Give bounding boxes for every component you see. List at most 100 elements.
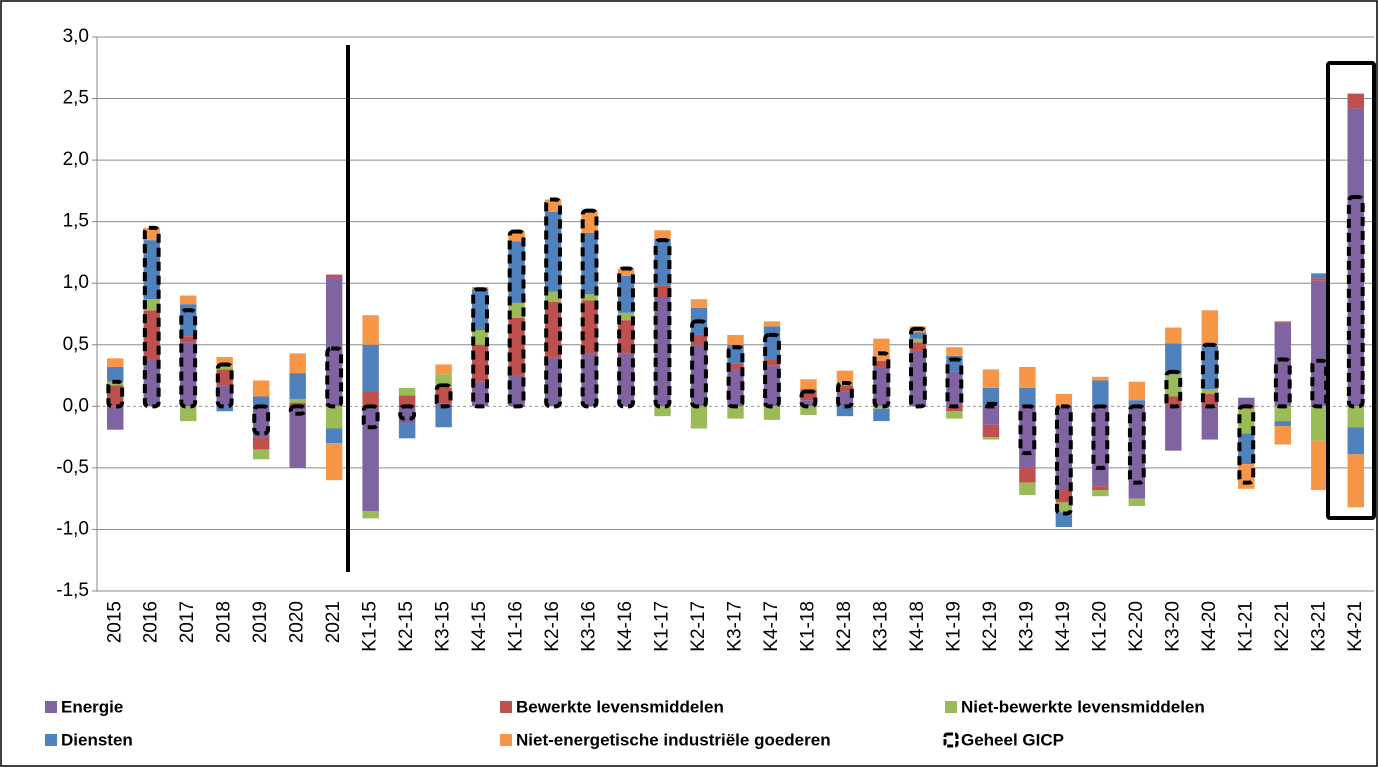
bar-segment xyxy=(1201,310,1219,347)
bar-segment xyxy=(252,396,270,407)
bar-segment xyxy=(1274,322,1291,407)
bar-segment xyxy=(1238,408,1255,434)
bar-segment xyxy=(1311,278,1328,281)
bar-segment xyxy=(1274,321,1291,323)
bar-segment xyxy=(873,406,890,409)
bar-segment xyxy=(508,231,525,242)
y-tick-label: -1,5 xyxy=(56,580,89,601)
bar-segment xyxy=(1055,406,1073,491)
bar-segment xyxy=(289,406,306,468)
bar-segment xyxy=(362,510,379,519)
bar-segment xyxy=(1201,406,1219,440)
bar-segment xyxy=(1092,380,1109,407)
bar-segment xyxy=(1311,406,1328,441)
bar-segment xyxy=(800,400,817,407)
total-box xyxy=(909,326,927,409)
bar-segment xyxy=(1311,273,1328,279)
x-tick-label: K2-18 xyxy=(834,601,855,652)
bar-segment xyxy=(763,365,781,407)
bar-segment xyxy=(1165,327,1182,344)
total-box xyxy=(982,401,1000,409)
bar-segment xyxy=(763,359,781,366)
bar-segment xyxy=(252,449,270,460)
bar-segment xyxy=(216,406,233,412)
bar-segment xyxy=(325,428,343,444)
x-tick-label: K3-18 xyxy=(870,601,891,652)
bar-segment xyxy=(398,387,416,396)
x-tick-label: K4-15 xyxy=(469,601,490,652)
bar-segment xyxy=(325,406,343,429)
highlight-box xyxy=(1326,61,1376,520)
x-tick-label: K4-20 xyxy=(1199,601,1220,652)
bar-segment xyxy=(362,344,379,392)
total-box xyxy=(1127,404,1146,485)
bar-segment xyxy=(873,408,890,422)
bar-segment xyxy=(1165,396,1182,407)
bar-segment xyxy=(1238,433,1255,465)
x-tick-label: K3-19 xyxy=(1016,601,1037,652)
x-tick-label: K1-20 xyxy=(1089,601,1110,652)
total-box xyxy=(398,404,417,421)
bar-segment xyxy=(581,210,598,233)
bar-segment xyxy=(107,366,124,382)
bar-segment xyxy=(289,398,306,403)
bar-segment xyxy=(1128,498,1146,507)
bar-segment xyxy=(362,315,379,345)
bar-segment xyxy=(654,230,671,239)
x-tick-label: K2-19 xyxy=(980,601,1001,652)
bar-segment xyxy=(544,211,562,292)
bar-segment xyxy=(836,370,854,382)
x-tick-label: K1-15 xyxy=(360,601,381,652)
bar-segment xyxy=(544,301,562,358)
total-box xyxy=(836,380,854,409)
y-tick-label: 1,5 xyxy=(63,211,89,232)
bar-segment xyxy=(763,406,781,420)
x-tick-label: K1-19 xyxy=(943,601,964,652)
bar-segment xyxy=(727,363,744,370)
legend-swatch xyxy=(945,701,957,713)
y-tick-label: 3,0 xyxy=(63,26,89,47)
bar-segment xyxy=(800,390,817,401)
legend-label: Bewerkte levensmiddelen xyxy=(516,697,724,716)
bar-segment xyxy=(617,268,635,276)
bar-segment xyxy=(1092,486,1109,491)
x-tick-label: K4-16 xyxy=(615,601,636,652)
bar-segment xyxy=(1274,421,1291,427)
x-tick-label: K2-20 xyxy=(1126,601,1147,652)
total-box xyxy=(288,404,307,416)
x-tick-label: K3-17 xyxy=(725,601,746,652)
total-box xyxy=(1018,404,1037,456)
bar-segment xyxy=(909,350,927,407)
legend-swatch xyxy=(45,701,57,713)
y-tick-label: 0,5 xyxy=(63,334,89,355)
bar-segment xyxy=(1055,512,1073,527)
bar-segment xyxy=(216,385,233,407)
bar-segment xyxy=(873,366,890,407)
bar-segment xyxy=(800,406,817,415)
legend-swatch xyxy=(943,732,959,748)
bar-segment xyxy=(581,353,598,407)
bar-segment xyxy=(1019,467,1036,483)
bar-segment xyxy=(581,294,598,301)
x-tick-label: K2-15 xyxy=(396,601,417,652)
bar-segment xyxy=(1347,108,1364,407)
total-box xyxy=(252,404,271,436)
total-box xyxy=(617,266,635,409)
total-box xyxy=(544,197,562,409)
bar-segment xyxy=(180,342,197,407)
bar-segment xyxy=(180,295,197,305)
bar-segment xyxy=(1347,454,1364,508)
legend-label: Geheel GICP xyxy=(961,730,1064,749)
bar-segment xyxy=(435,406,452,428)
bar-segment xyxy=(180,336,197,343)
bar-segment xyxy=(471,381,489,407)
total-box xyxy=(1091,404,1110,470)
bar-segment xyxy=(1201,389,1219,395)
bar-segment xyxy=(727,334,744,345)
total-box xyxy=(690,319,708,409)
bar-segment xyxy=(727,369,744,407)
bar-segment xyxy=(617,353,635,407)
bar-segment xyxy=(982,369,1000,388)
legend-swatch xyxy=(500,734,512,746)
x-tick-label: 2019 xyxy=(250,601,271,643)
